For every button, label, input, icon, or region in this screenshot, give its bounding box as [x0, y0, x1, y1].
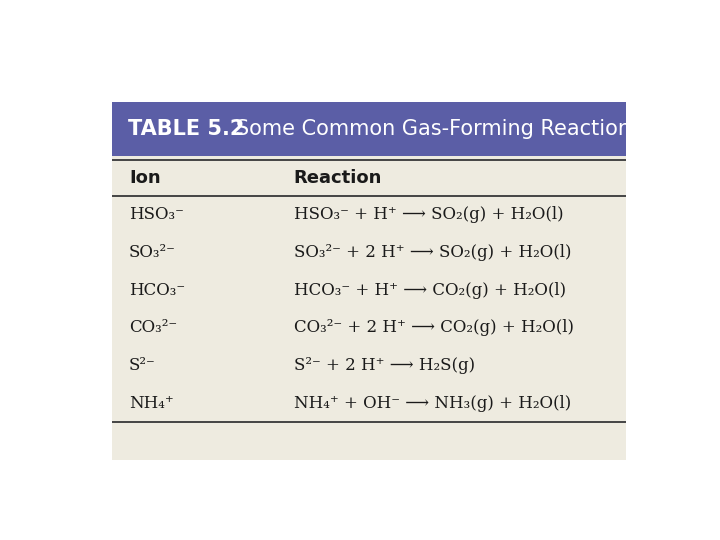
Text: HSO₃⁻: HSO₃⁻	[129, 206, 184, 223]
Text: NH₄⁺: NH₄⁺	[129, 395, 174, 412]
Text: TABLE 5.2: TABLE 5.2	[128, 119, 244, 139]
Text: Reaction: Reaction	[294, 169, 382, 187]
Text: S²⁻ + 2 H⁺ ⟶ H₂S(g): S²⁻ + 2 H⁺ ⟶ H₂S(g)	[294, 357, 474, 374]
FancyBboxPatch shape	[112, 102, 626, 156]
Text: HCO₃⁻ + H⁺ ⟶ CO₂(g) + H₂O(l): HCO₃⁻ + H⁺ ⟶ CO₂(g) + H₂O(l)	[294, 282, 566, 299]
Text: SO₃²⁻ + 2 H⁺ ⟶ SO₂(g) + H₂O(l): SO₃²⁻ + 2 H⁺ ⟶ SO₂(g) + H₂O(l)	[294, 244, 571, 261]
Text: S²⁻: S²⁻	[129, 357, 156, 374]
Text: NH₄⁺ + OH⁻ ⟶ NH₃(g) + H₂O(l): NH₄⁺ + OH⁻ ⟶ NH₃(g) + H₂O(l)	[294, 395, 571, 412]
Text: HSO₃⁻ + H⁺ ⟶ SO₂(g) + H₂O(l): HSO₃⁻ + H⁺ ⟶ SO₂(g) + H₂O(l)	[294, 206, 563, 223]
FancyBboxPatch shape	[112, 156, 626, 460]
Text: Some Common Gas-Forming Reactions: Some Common Gas-Forming Reactions	[216, 119, 642, 139]
Text: Ion: Ion	[129, 169, 161, 187]
Text: SO₃²⁻: SO₃²⁻	[129, 244, 176, 261]
Text: CO₃²⁻ + 2 H⁺ ⟶ CO₂(g) + H₂O(l): CO₃²⁻ + 2 H⁺ ⟶ CO₂(g) + H₂O(l)	[294, 320, 574, 336]
Text: HCO₃⁻: HCO₃⁻	[129, 282, 185, 299]
Text: CO₃²⁻: CO₃²⁻	[129, 320, 177, 336]
